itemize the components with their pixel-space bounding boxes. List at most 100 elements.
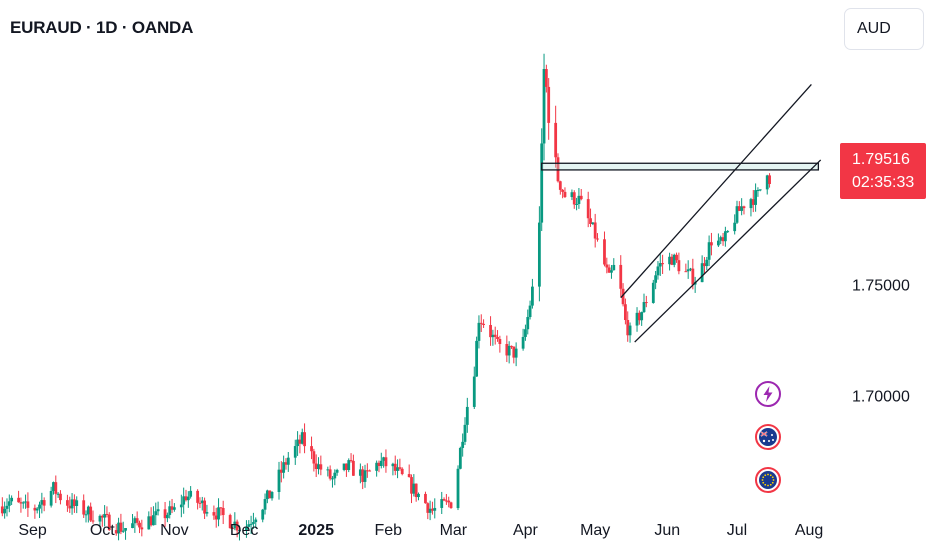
eu-star	[767, 473, 769, 476]
candle-up	[254, 519, 258, 523]
candle-down	[312, 451, 316, 464]
candle-down	[72, 499, 76, 507]
candle-up	[317, 464, 320, 469]
candle-up	[458, 447, 462, 469]
chart-title: EURAUD · 1D · OANDA	[10, 18, 194, 37]
candle-up	[765, 175, 769, 190]
candle-down	[751, 199, 755, 205]
candle-up	[98, 515, 102, 522]
candle-down	[393, 463, 397, 471]
candle-up	[261, 509, 265, 520]
candle-down	[424, 493, 427, 504]
time-tick-label: Feb	[374, 522, 402, 539]
candle-down	[479, 322, 483, 324]
candle-down	[558, 181, 562, 190]
candle-down	[212, 512, 216, 516]
lightning-icon[interactable]	[755, 381, 781, 407]
price-tick-label: 1.70000	[852, 388, 910, 405]
candle-up	[526, 317, 530, 330]
candle-up	[70, 499, 74, 509]
candle-down	[498, 338, 502, 345]
candle-up	[56, 493, 60, 495]
candle-down	[442, 499, 446, 501]
candle-down	[677, 260, 681, 272]
candle-up	[726, 231, 730, 233]
candle-up	[217, 507, 220, 520]
candle-down	[66, 500, 69, 506]
candle-down	[431, 508, 434, 511]
candle-up	[754, 190, 758, 205]
eu-star	[771, 476, 774, 479]
candle-down	[670, 256, 674, 265]
candle-up	[265, 490, 269, 500]
candle-down	[510, 345, 513, 347]
candle-up	[382, 457, 386, 461]
eu-star	[769, 483, 772, 486]
candle-up	[640, 312, 644, 321]
time-axis[interactable]: Sep Oct Nov Dec 2025 Feb Mar Apr May Jun Jul Aug	[18, 522, 823, 539]
candle-down	[572, 192, 576, 205]
candle-up	[379, 460, 383, 467]
time-tick-label: 2025	[298, 522, 334, 539]
candle-up	[577, 195, 581, 204]
candle-up	[282, 462, 286, 473]
candle-down	[626, 319, 630, 336]
candle-down	[621, 288, 625, 305]
candle-up	[758, 189, 762, 191]
candle-down	[163, 509, 167, 519]
channel-upper-line	[620, 83, 812, 299]
candle-down	[624, 304, 627, 320]
candle-down	[605, 264, 609, 268]
candle-up	[200, 500, 204, 503]
candle-down	[637, 312, 641, 321]
candle-up	[233, 521, 237, 529]
candle-down	[703, 263, 706, 267]
candle-up	[375, 462, 379, 471]
candle-down	[196, 490, 200, 503]
candle-down	[170, 506, 174, 510]
candle-up	[238, 530, 241, 532]
candle-down	[607, 267, 611, 273]
candle-up	[133, 518, 137, 524]
candle-down	[91, 520, 95, 522]
candle-down	[221, 507, 225, 516]
candle-up	[205, 512, 209, 514]
australia-flag-icon[interactable]	[755, 424, 781, 450]
candle-up	[542, 69, 546, 144]
candle-up	[363, 470, 367, 482]
currency-selector[interactable]: AUD	[844, 8, 924, 50]
candle-up	[428, 508, 432, 513]
candle-up	[658, 263, 662, 267]
candle-down	[365, 470, 369, 472]
candle-down	[135, 518, 139, 523]
candle-up	[277, 469, 281, 493]
candle-down	[505, 344, 509, 356]
candle-up	[570, 192, 574, 198]
eu-flag-icon[interactable]	[755, 467, 781, 493]
candle-down	[349, 460, 353, 462]
candle-down	[489, 324, 492, 338]
candle-down	[398, 467, 402, 469]
candle-down	[684, 271, 688, 273]
candle-down	[89, 506, 93, 521]
eu-star	[762, 481, 765, 484]
candle-down	[556, 157, 560, 182]
candle-up	[293, 446, 297, 458]
candle-down	[768, 175, 771, 185]
candle-down	[214, 515, 218, 520]
candle-up	[117, 522, 120, 534]
candle-down	[589, 218, 592, 225]
candle-up	[249, 523, 253, 525]
candle-up	[740, 206, 744, 211]
time-tick-label: Aug	[795, 522, 823, 539]
candle-down	[235, 521, 239, 531]
bar-countdown: 02:35:33	[852, 174, 915, 191]
candle-down	[114, 530, 118, 534]
candle-up	[396, 467, 399, 471]
candle-up	[121, 530, 125, 532]
candle-up	[456, 468, 460, 509]
candle-down	[721, 237, 725, 242]
candle-up	[131, 523, 134, 529]
